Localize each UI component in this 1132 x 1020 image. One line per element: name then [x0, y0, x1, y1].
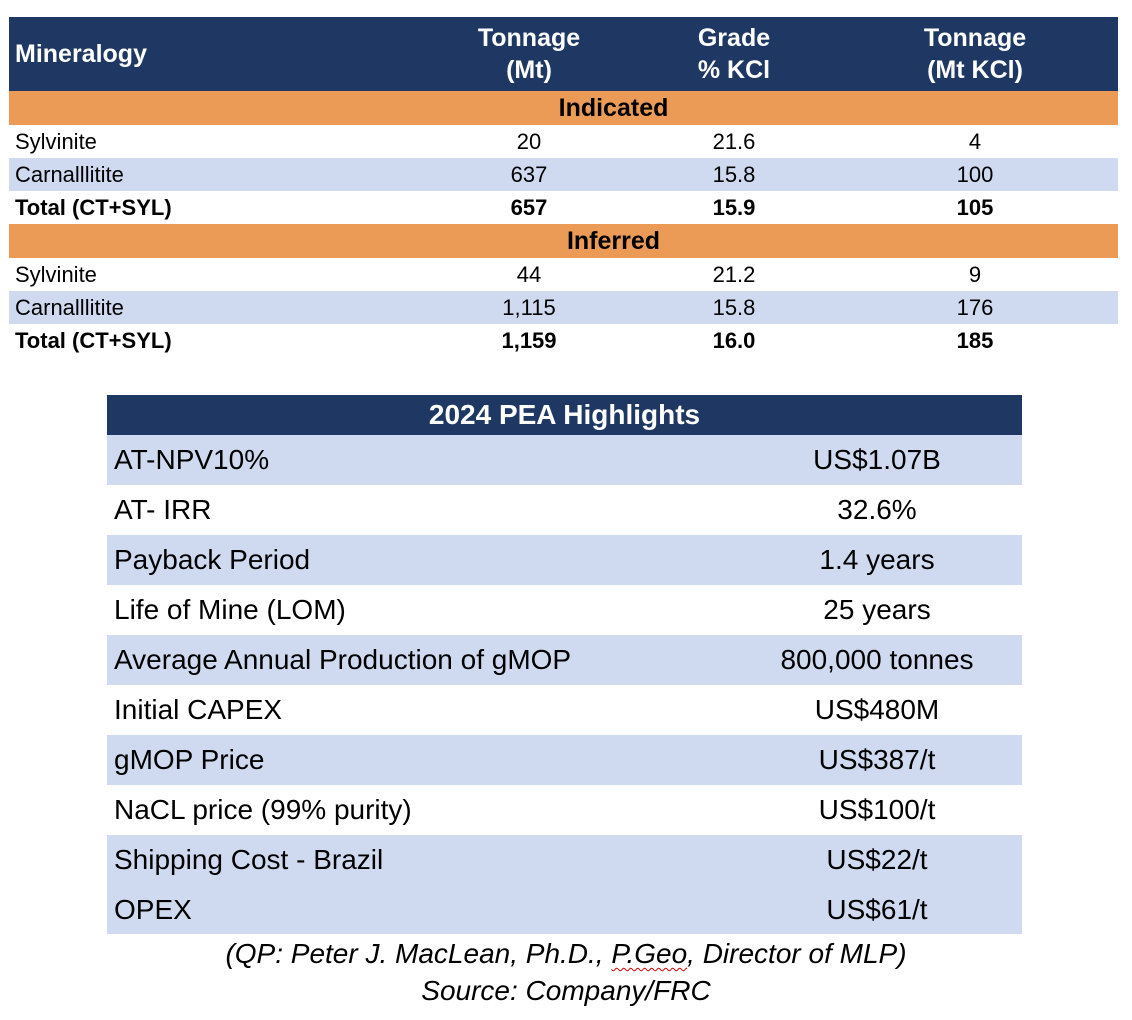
qp-note-suffix: , Director of MLP): [687, 938, 907, 969]
resource-table-header: Mineralogy Tonnage (Mt) Grade % KCl Tonn…: [9, 17, 1118, 91]
row-kcl: 100: [956, 162, 994, 187]
pea-row: AT- IRR 32.6%: [107, 485, 1022, 535]
pea-row-value: US$100/t: [818, 794, 936, 825]
row-name: Total (CT+SYL): [15, 328, 172, 353]
row-tonnage: 44: [516, 262, 542, 287]
pea-row: Payback Period 1.4 years: [107, 535, 1022, 585]
pea-row-label: OPEX: [114, 894, 192, 925]
table-row: Sylvinite 20 21.6 4: [9, 125, 1118, 158]
source-note: Source: Company/FRC: [421, 975, 711, 1006]
pea-row-label: AT-NPV10%: [114, 444, 270, 475]
table-row-total: Total (CT+SYL) 657 15.9 105: [9, 191, 1118, 224]
pea-row: gMOP Price US$387/t: [107, 735, 1022, 785]
pea-row: AT-NPV10% US$1.07B: [107, 435, 1022, 485]
row-grade: 15.8: [712, 162, 756, 187]
section-inferred: Inferred: [9, 224, 1118, 258]
qp-note-flagged-word: P.Geo: [611, 938, 688, 969]
row-kcl: 176: [956, 295, 994, 320]
header-grade-line2: % KCl: [697, 56, 771, 84]
pea-row-value: 32.6%: [837, 494, 917, 525]
row-name: Total (CT+SYL): [15, 195, 172, 220]
pea-row-label: Average Annual Production of gMOP: [114, 644, 572, 675]
row-kcl: 4: [968, 129, 982, 154]
pea-row-label: Initial CAPEX: [114, 694, 283, 725]
pea-row-label: NaCL price (99% purity): [114, 794, 412, 825]
pea-table-title: 2024 PEA Highlights: [107, 395, 1022, 435]
header-grade: Grade % KCl: [634, 17, 834, 91]
row-tonnage: 657: [510, 195, 548, 220]
row-kcl: 9: [968, 262, 982, 287]
pea-row-label: gMOP Price: [114, 744, 265, 775]
row-grade: 21.2: [712, 262, 756, 287]
header-tonnage-kcl: Tonnage (Mt KCl): [875, 17, 1075, 91]
row-name: Carnalllitite: [15, 295, 124, 320]
row-name: Carnalllitite: [15, 162, 124, 187]
row-name: Sylvinite: [15, 129, 97, 154]
header-tonnage-line2: (Mt): [506, 56, 552, 84]
pea-row-value: US$22/t: [826, 844, 928, 875]
pea-row-value: US$387/t: [818, 744, 936, 775]
row-tonnage: 20: [516, 129, 542, 154]
header-mineralogy: Mineralogy: [15, 40, 147, 68]
qp-note-prefix: (QP: Peter J. MacLean, Ph.D.,: [225, 938, 612, 969]
pea-row: Shipping Cost - Brazil US$22/t: [107, 835, 1022, 885]
header-grade-line1: Grade: [697, 24, 771, 52]
row-grade: 21.6: [712, 129, 756, 154]
pea-row: NaCL price (99% purity) US$100/t: [107, 785, 1022, 835]
row-kcl: 105: [956, 195, 994, 220]
header-tonnage-line1: Tonnage: [477, 24, 581, 52]
table-row: Carnalllitite 1,115 15.8 176: [9, 291, 1118, 324]
qualified-person-note: (QP: Peter J. MacLean, Ph.D., P.Geo, Dir…: [0, 938, 1132, 970]
pea-highlights-table: 2024 PEA Highlights AT-NPV10% US$1.07B A…: [107, 395, 1022, 934]
row-grade: 15.8: [712, 295, 756, 320]
header-kcl-line2: (Mt KCl): [927, 56, 1023, 84]
pea-row-value: 1.4 years: [819, 544, 935, 575]
row-grade: 16.0: [712, 328, 756, 353]
header-tonnage: Tonnage (Mt): [429, 17, 629, 91]
pea-row-value: 800,000 tonnes: [780, 644, 974, 675]
table-row: Carnalllitite 637 15.8 100: [9, 158, 1118, 191]
row-tonnage: 637: [510, 162, 548, 187]
row-tonnage: 1,115: [502, 295, 556, 320]
mineral-resource-table: Mineralogy Tonnage (Mt) Grade % KCl Tonn…: [9, 17, 1118, 357]
header-kcl-line1: Tonnage: [923, 24, 1027, 52]
pea-row: Average Annual Production of gMOP 800,00…: [107, 635, 1022, 685]
pea-row: Initial CAPEX US$480M: [107, 685, 1022, 735]
section-indicated: Indicated: [9, 91, 1118, 125]
pea-row-value: US$1.07B: [813, 444, 941, 475]
pea-row-label: Life of Mine (LOM): [114, 594, 346, 625]
pea-row-label: Shipping Cost - Brazil: [114, 844, 384, 875]
pea-row-label: AT- IRR: [114, 494, 212, 525]
pea-row: OPEX US$61/t: [107, 885, 1022, 934]
pea-row-value: 25 years: [823, 594, 931, 625]
pea-row-value: US$480M: [814, 694, 940, 725]
pea-row: Life of Mine (LOM) 25 years: [107, 585, 1022, 635]
table-row-total: Total (CT+SYL) 1,159 16.0 185: [9, 324, 1118, 357]
pea-row-value: US$61/t: [826, 894, 928, 925]
row-kcl: 185: [956, 328, 994, 353]
table-row: Sylvinite 44 21.2 9: [9, 258, 1118, 291]
row-tonnage: 1,159: [501, 328, 557, 353]
row-name: Sylvinite: [15, 262, 97, 287]
pea-row-label: Payback Period: [114, 544, 311, 575]
row-grade: 15.9: [712, 195, 756, 220]
